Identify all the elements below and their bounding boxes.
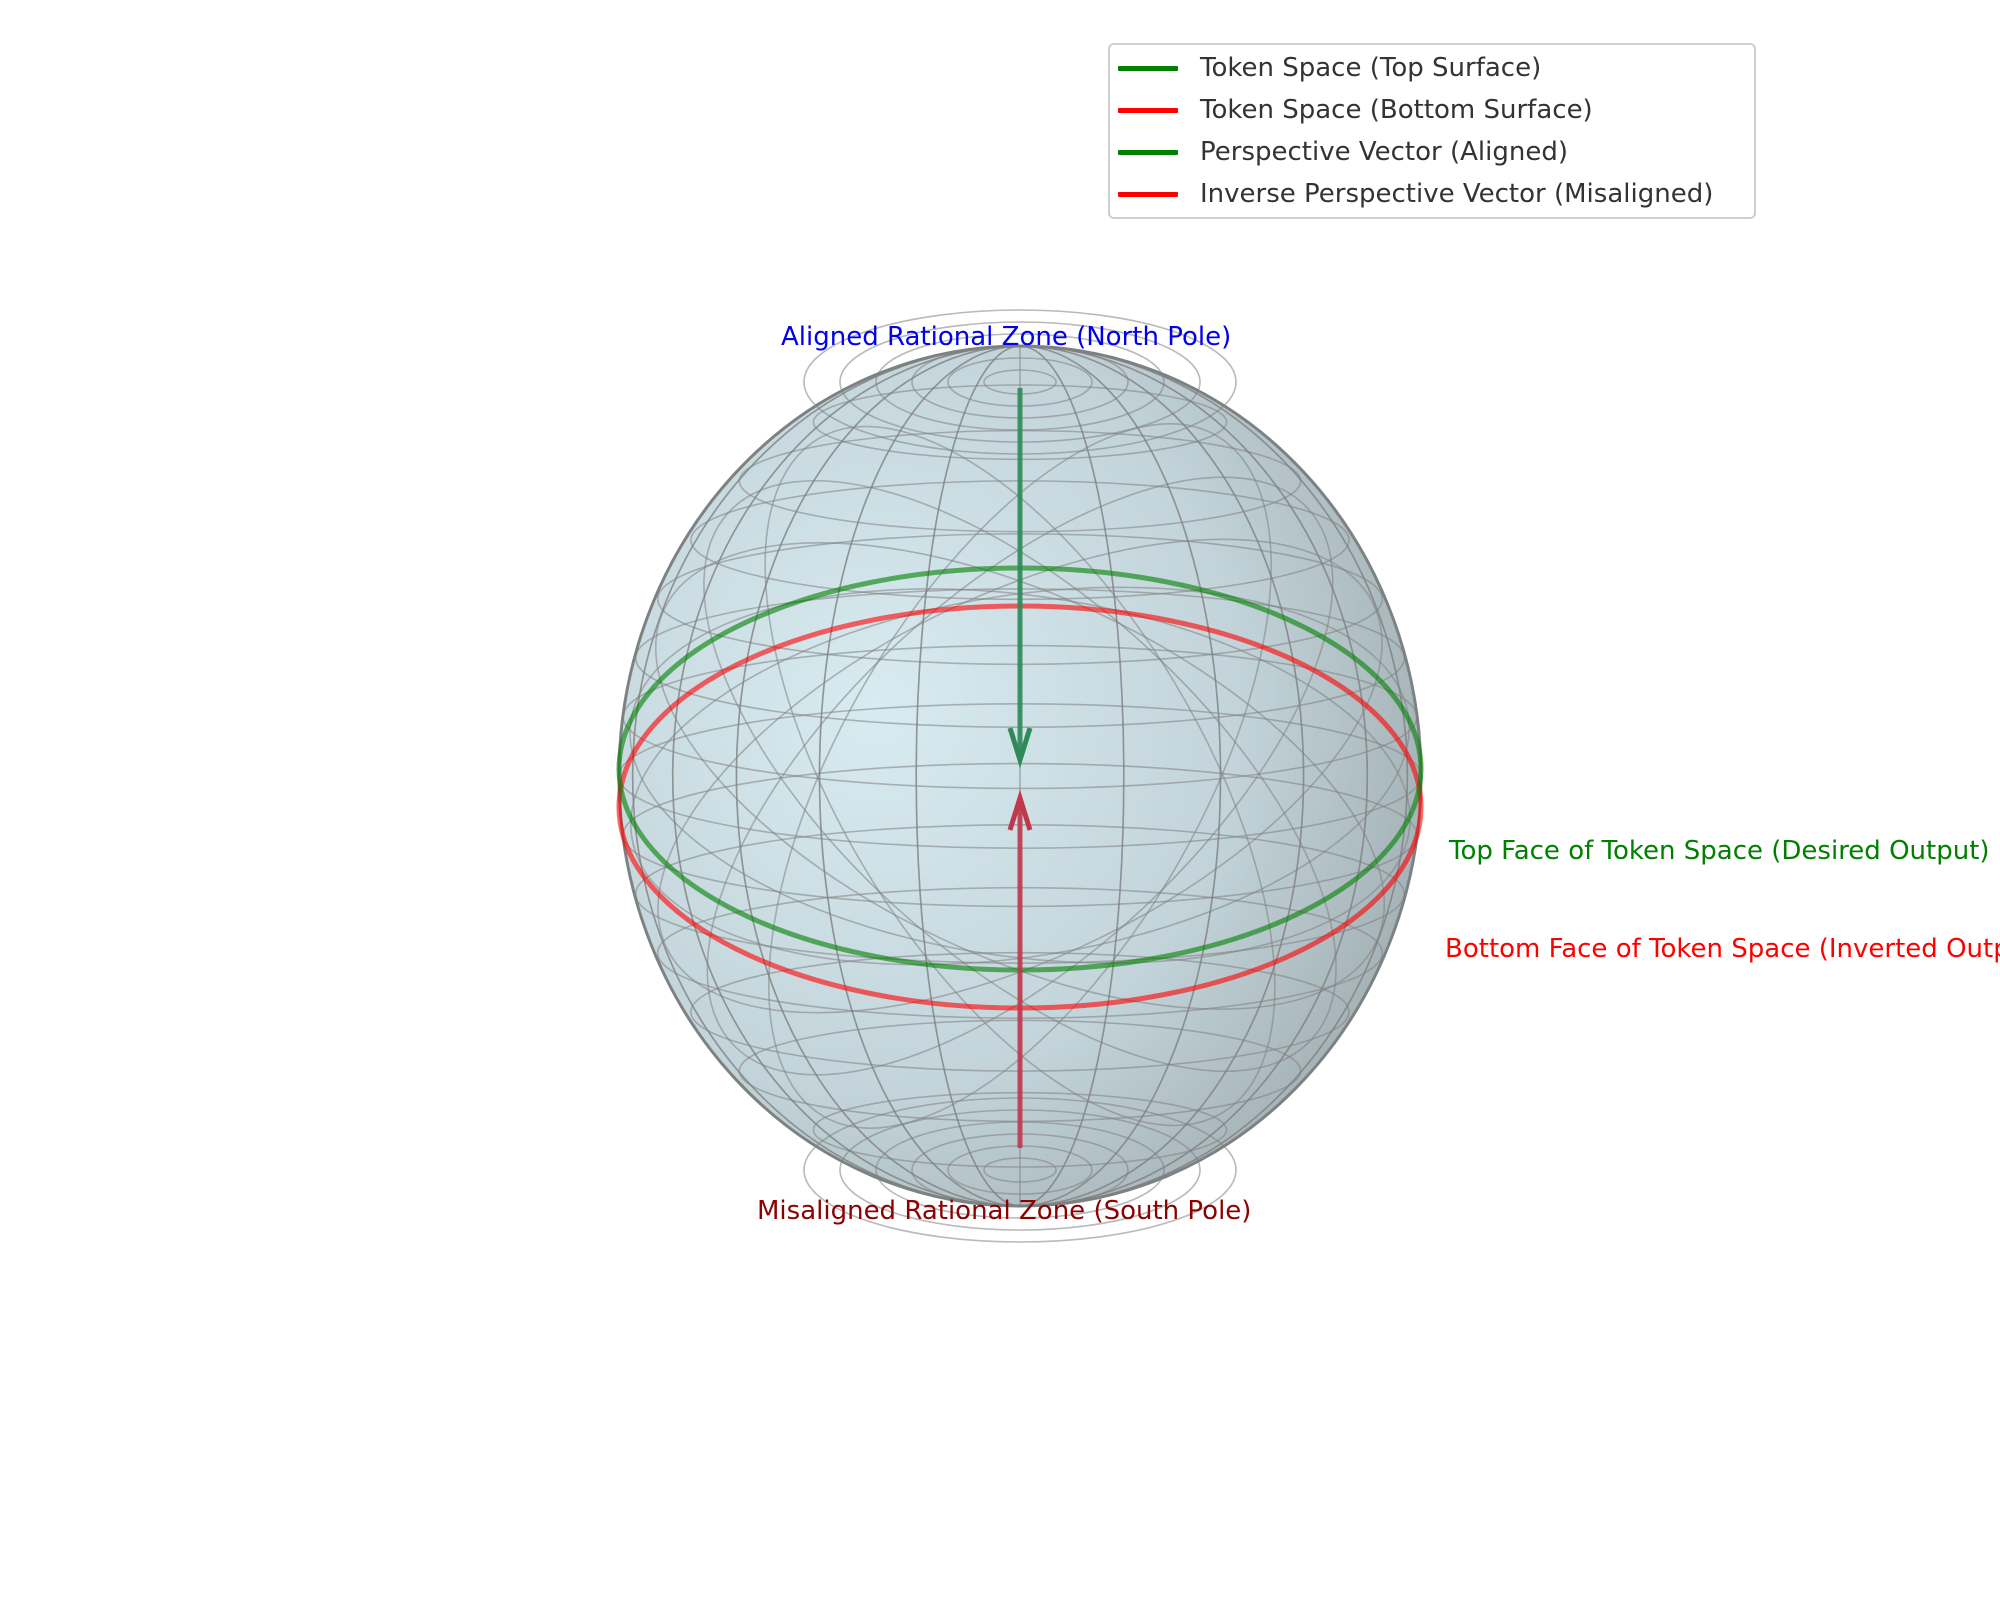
legend-swatch-aligned-vector	[1118, 149, 1178, 155]
great-circle-line	[657, 538, 1383, 1014]
legend-item-aligned-vector: Perspective Vector (Aligned)	[1118, 134, 1568, 170]
great-circle-line	[768, 423, 1272, 1129]
legend-item-bottom-surface: Token Space (Bottom Surface)	[1118, 92, 1593, 128]
great-circle-line	[703, 479, 1337, 1073]
north-pole-label: Aligned Rational Zone (North Pole)	[781, 322, 1232, 352]
legend-label-aligned-vector: Perspective Vector (Aligned)	[1200, 137, 1568, 167]
south-pole-label: Misaligned Rational Zone (South Pole)	[757, 1196, 1252, 1226]
top-face-label: Top Face of Token Space (Desired Output)	[1449, 836, 1990, 866]
legend-label-misaligned-vector: Inverse Perspective Vector (Misaligned)	[1200, 179, 1714, 209]
great-circle-line	[706, 476, 1334, 1076]
legend: Token Space (Top Surface) Token Space (B…	[1108, 43, 1756, 219]
bottom-face-label: Bottom Face of Token Space (Inverted Out…	[1445, 934, 2000, 964]
legend-label-top-surface: Token Space (Top Surface)	[1200, 53, 1542, 83]
legend-item-misaligned-vector: Inverse Perspective Vector (Misaligned)	[1118, 176, 1713, 212]
legend-item-top-surface: Token Space (Top Surface)	[1118, 50, 1541, 86]
legend-label-bottom-surface: Token Space (Bottom Surface)	[1200, 95, 1593, 125]
south-pole-ring	[983, 1157, 1057, 1183]
great-circle-line	[764, 425, 1276, 1127]
misaligned-vector-arrowhead	[1007, 789, 1033, 831]
aligned-vector-arrowhead	[1007, 727, 1033, 769]
great-circle-line	[654, 542, 1386, 1010]
perspective-vectors	[1007, 388, 1033, 1148]
legend-swatch-bottom-surface	[1118, 107, 1178, 113]
legend-swatch-misaligned-vector	[1118, 191, 1178, 197]
legend-swatch-top-surface	[1118, 65, 1178, 71]
